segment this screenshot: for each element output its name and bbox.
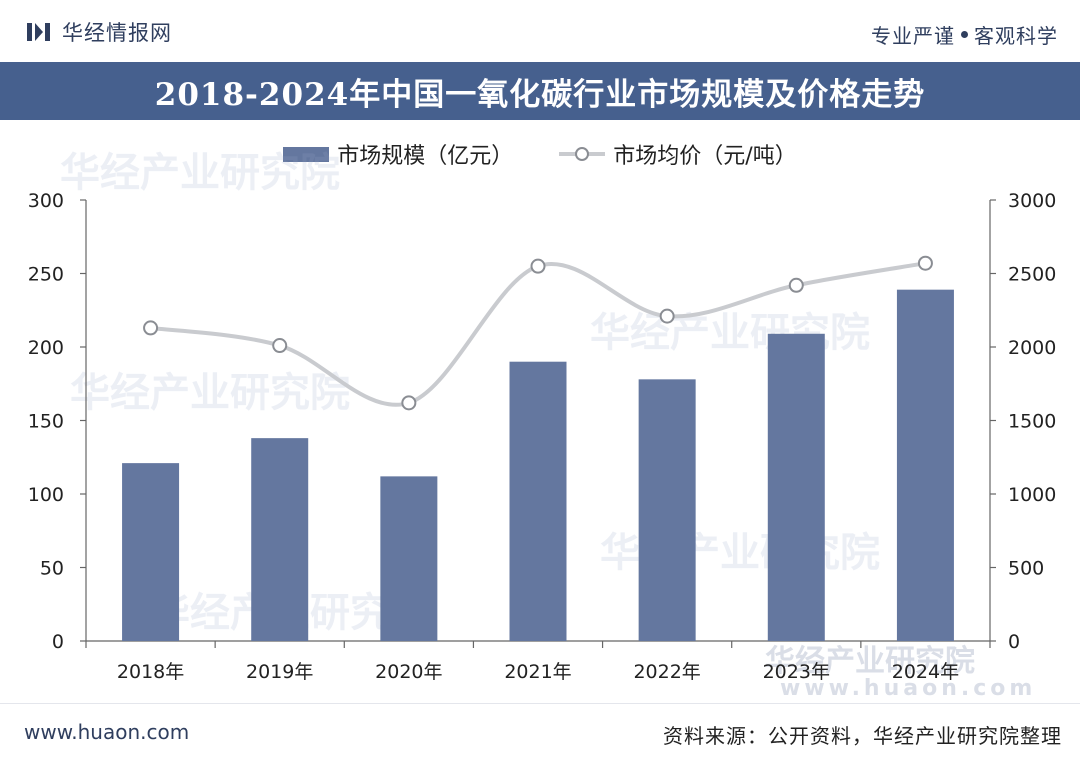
x-tick-label: 2020年 (375, 661, 442, 683)
x-tick-label: 2018年 (117, 661, 184, 683)
title-bar: 2018-2024年中国一氧化碳行业市场规模及价格走势 (0, 62, 1080, 120)
y-right-tick-label: 3000 (1008, 190, 1056, 212)
footer: www.huaon.com 资料来源：公开资料，华经产业研究院整理 (0, 703, 1080, 764)
x-tick-label: 2019年 (246, 661, 313, 683)
combo-chart: 0501001502002503000500100015002000250030… (28, 190, 1057, 683)
slogan: 专业严谨 客观科学 (871, 20, 1058, 49)
slogan-dot-icon (961, 31, 968, 38)
legend-item-bar: 市场规模（亿元） (283, 138, 513, 170)
watermark-text: 华经产业研究院 (70, 370, 350, 416)
footer-site-link[interactable]: www.huaon.com (24, 720, 190, 744)
watermark-site: www.huaon.com (780, 676, 1037, 701)
x-tick-label: 2024年 (892, 661, 959, 683)
bar (122, 463, 180, 641)
price-point (788, 277, 804, 293)
x-tick-label: 2022年 (633, 661, 700, 683)
y-right-tick-label: 2000 (1008, 337, 1056, 359)
bar (380, 476, 438, 641)
y-right-tick-label: 1000 (1008, 484, 1056, 506)
y-right-tick-label: 2500 (1008, 264, 1056, 286)
y-right-tick-label: 1500 (1008, 411, 1056, 433)
legend-line-swatch (559, 147, 606, 161)
y-right-tick-label: 500 (1008, 558, 1044, 580)
y-left-tick-label: 150 (28, 411, 64, 433)
slogan-right: 客观科学 (974, 24, 1058, 48)
watermark-text: 华经产业研究院 (60, 150, 340, 196)
x-tick-label: 2023年 (763, 661, 830, 683)
y-left-tick-label: 50 (40, 558, 64, 580)
bar (251, 438, 309, 641)
legend: 市场规模（亿元） 市场均价（元/吨） (0, 138, 1080, 170)
top-bar: 华经情报网 专业严谨 客观科学 (0, 0, 1080, 60)
slogan-left: 专业严谨 (871, 24, 955, 48)
price-point (659, 308, 675, 324)
x-tick-label: 2021年 (504, 661, 571, 683)
y-left-tick-label: 300 (28, 190, 64, 212)
legend-bar-label: 市场规模（亿元） (337, 144, 514, 169)
price-point (917, 255, 933, 271)
legend-item-line: 市场均价（元/吨） (557, 138, 797, 170)
price-point (530, 258, 546, 274)
y-left-tick-label: 200 (28, 337, 64, 359)
brand-logo-icon (27, 23, 50, 41)
bar (509, 361, 567, 641)
watermark-text: 华经产业研究院 (765, 644, 975, 679)
y-right-tick-label: 0 (1008, 631, 1020, 653)
legend-bar-swatch (283, 146, 330, 162)
legend-line-label: 市场均价（元/吨） (613, 144, 797, 169)
y-left-tick-label: 0 (52, 631, 64, 653)
price-point (272, 338, 288, 354)
bar (638, 379, 696, 641)
price-point (143, 320, 159, 336)
price-point (401, 395, 417, 411)
y-left-tick-label: 250 (28, 264, 64, 286)
bar (896, 289, 954, 641)
chart-title: 2018-2024年中国一氧化碳行业市场规模及价格走势 (154, 76, 926, 113)
footer-source: 资料来源：公开资料，华经产业研究院整理 (663, 724, 1062, 748)
bar (767, 333, 825, 641)
y-left-tick-label: 100 (28, 484, 64, 506)
brand: 华经情报网 (26, 18, 172, 46)
brand-name: 华经情报网 (62, 21, 172, 45)
